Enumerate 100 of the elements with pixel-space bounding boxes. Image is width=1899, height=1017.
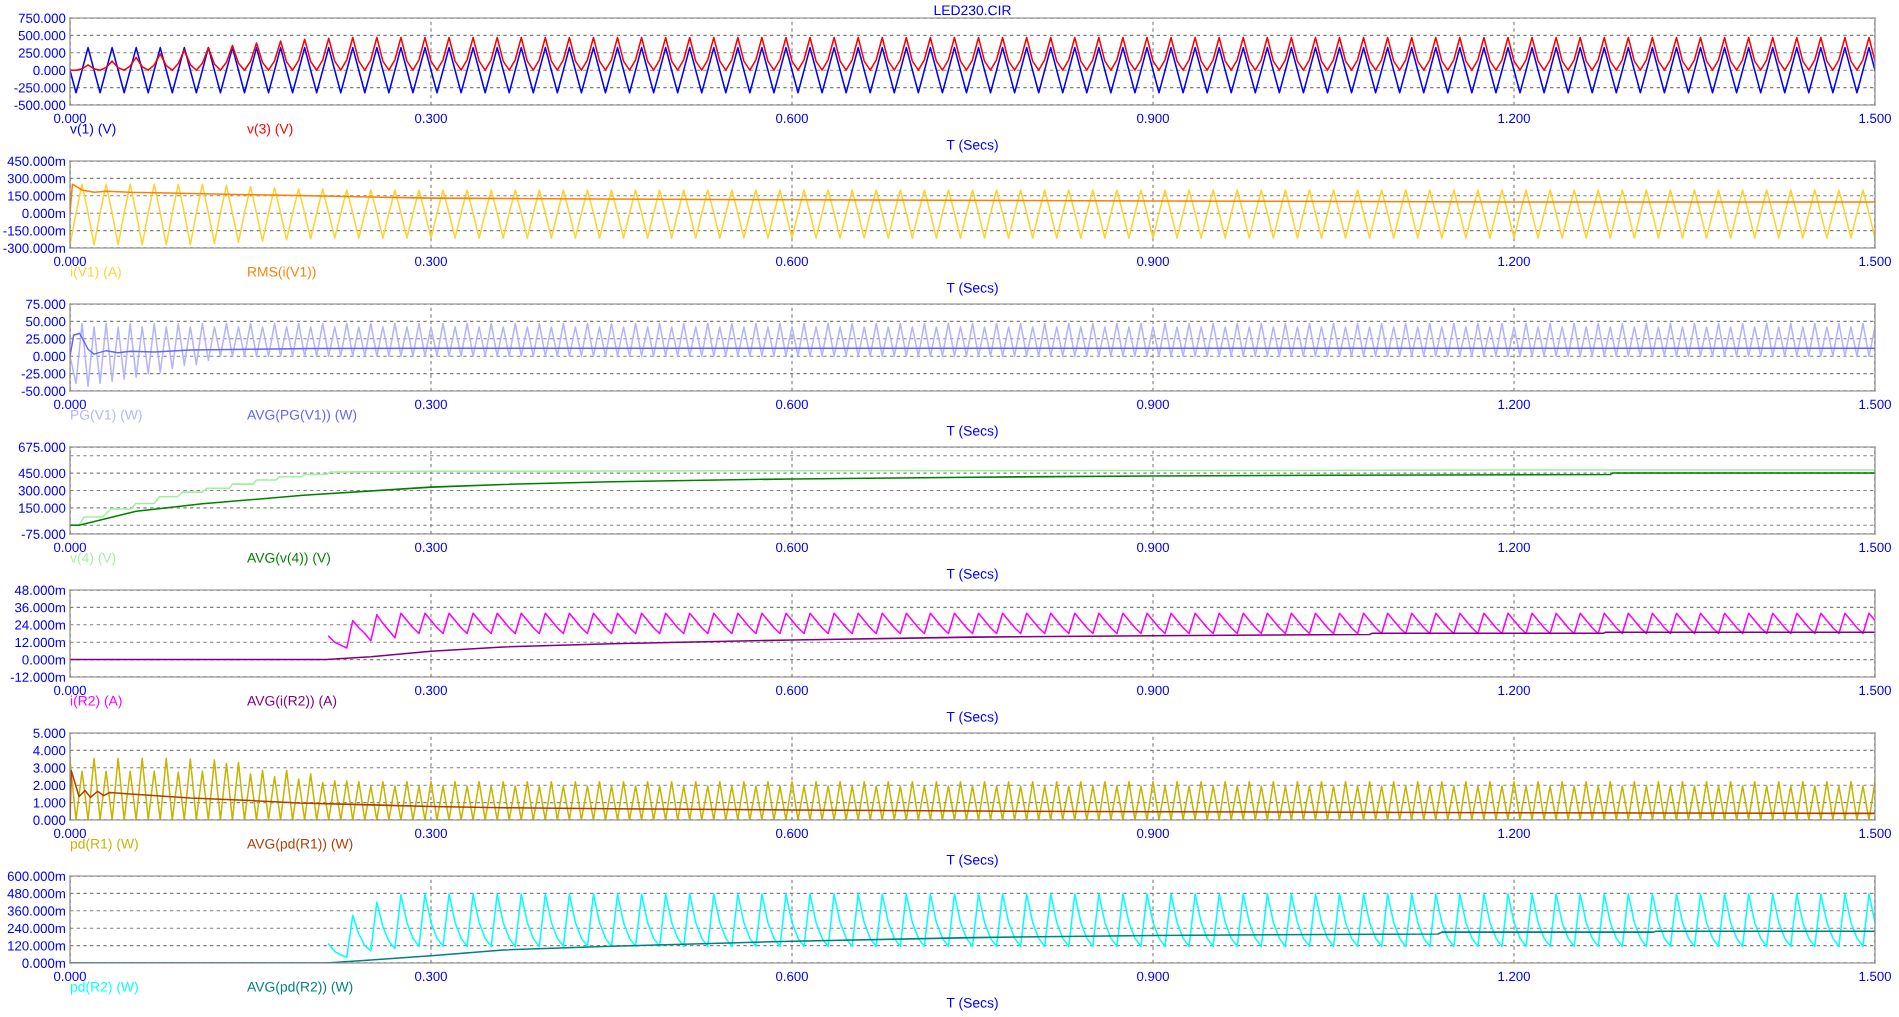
text: RMS(i(V1)) (248, 266, 316, 280)
x-tick-label: 1.500 (1859, 399, 1891, 410)
y-tick-label: 0.000 (33, 65, 66, 76)
x-axis-title: T (Secs) (946, 997, 998, 1011)
y-tick-label: -250.000 (14, 83, 66, 93)
x-tick-label: 0.600 (776, 399, 808, 410)
x-tick-label: 0.300 (415, 971, 447, 982)
y-tick-label: 675.000 (18, 442, 66, 452)
x-tick-label: 0.600 (776, 113, 808, 124)
x-axis-title: T (Secs) (946, 425, 998, 439)
x-axis-title: T (Secs) (946, 139, 998, 153)
y-tick-label: 0.000m (22, 208, 65, 219)
series-label: pd(R1) (W) (70, 838, 138, 852)
x-tick-label: 1.500 (1859, 542, 1891, 553)
x-tick-label: 0.000 (54, 828, 86, 839)
text: AVG(i(R2)) (A) (247, 695, 337, 709)
x-tick-label: 0.900 (1137, 256, 1169, 267)
series-label: PG(V1) (W) (71, 409, 142, 423)
y-tick-label: 50.000 (26, 316, 66, 327)
y-tick-label: 150.000m (8, 191, 65, 201)
y-tick-label: 2.000 (33, 780, 66, 791)
x-tick-label: 0.300 (415, 685, 447, 696)
y-tick-label: 3.000 (33, 763, 66, 773)
y-tick-label: 120.000m (8, 941, 65, 951)
y-tick-label: 300.000 (18, 486, 66, 496)
x-tick-label: 1.200 (1498, 542, 1530, 553)
chart-title: LED230.CIR (934, 5, 1011, 16)
x-tick-label: 1.500 (1859, 828, 1891, 839)
line-series (70, 332, 1875, 357)
x-tick-label: 0.600 (776, 685, 808, 696)
x-tick-label: 1.200 (1498, 685, 1530, 696)
x-tick-label: 0.300 (415, 256, 447, 267)
y-tick-label: 600.000m (7, 871, 65, 881)
x-tick-label: 1.200 (1498, 399, 1530, 410)
y-tick-label: -50.000 (21, 386, 66, 396)
y-tick-label: 0.000 (33, 351, 66, 362)
series-label: i(V1) (A) (70, 266, 121, 280)
y-tick-label: 500.000 (18, 30, 66, 41)
x-axis-title: T (Secs) (946, 568, 998, 582)
x-tick-label: 0.900 (1137, 113, 1169, 124)
x-tick-label: 1.500 (1859, 256, 1891, 267)
line-series (327, 893, 1875, 958)
x-tick-label: 1.200 (1498, 828, 1530, 839)
line-series (70, 322, 1875, 387)
x-tick-label: 0.300 (415, 542, 447, 553)
y-tick-label: 450.000m (7, 156, 65, 166)
x-tick-label: 0.600 (776, 542, 808, 553)
x-tick-label: 1.200 (1498, 971, 1530, 982)
y-tick-label: -300.000m (3, 243, 65, 253)
series-label: AVG(pd(R2)) (W) (247, 981, 353, 995)
x-tick-label: 1.500 (1859, 113, 1891, 124)
x-tick-label: 0.300 (415, 113, 447, 124)
text: v(3) (V) (247, 123, 293, 137)
y-tick-label: 12.000m (15, 637, 65, 648)
x-tick-label: 0.900 (1137, 542, 1169, 553)
y-tick-label: 480.000m (7, 888, 65, 899)
x-axis-title: T (Secs) (946, 282, 998, 296)
x-tick-label: 1.500 (1859, 685, 1891, 696)
y-tick-label: -500.000 (14, 100, 66, 110)
x-tick-label: 0.900 (1137, 828, 1169, 839)
x-tick-label: 0.000 (54, 971, 86, 982)
y-tick-label: 450.000 (18, 468, 66, 479)
text: pd(R2) (W) (70, 981, 138, 995)
y-tick-label: 24.000m (15, 620, 65, 630)
y-tick-label: 25.000 (26, 334, 66, 344)
y-tick-label: 0.000m (22, 655, 65, 665)
line-series (327, 612, 1875, 649)
x-axis-title: T (Secs) (946, 711, 998, 725)
y-tick-label: 36.000m (14, 602, 65, 613)
text: AVG(pd(R1)) (W) (247, 838, 353, 852)
y-tick-label: 250.000 (18, 48, 66, 58)
y-tick-label: 4.000 (33, 745, 66, 756)
y-tick-label: -150.000m (3, 226, 65, 236)
x-tick-label: 0.000 (54, 685, 86, 696)
x-tick-label: 0.300 (415, 828, 447, 839)
x-tick-label: 1.200 (1498, 113, 1530, 124)
y-tick-label: -12.000m (10, 672, 65, 682)
y-tick-label: 0.000m (22, 958, 65, 968)
line-series (70, 631, 1875, 661)
x-tick-label: 0.000 (54, 256, 86, 267)
y-tick-label: 240.000m (7, 923, 65, 934)
x-tick-label: 0.000 (54, 542, 86, 553)
y-tick-label: 150.000 (19, 503, 66, 513)
x-tick-label: 0.000 (54, 113, 86, 124)
text: AVG(v(4)) (V) (247, 552, 330, 566)
x-tick-label: 0.300 (415, 399, 447, 410)
text: AVG(PG(V1)) (W) (247, 409, 357, 423)
x-tick-label: 0.600 (776, 971, 808, 982)
x-tick-label: 0.600 (776, 256, 808, 267)
y-tick-label: -25.000 (21, 369, 66, 379)
y-tick-label: 48.000m (14, 585, 65, 595)
text: v(1) (V) (70, 123, 116, 137)
x-tick-label: 1.200 (1498, 256, 1530, 267)
y-tick-label: 1.000 (33, 798, 66, 808)
x-axis-title: T (Secs) (946, 854, 998, 868)
x-tick-label: 1.500 (1859, 971, 1891, 982)
y-tick-label: -75.000 (21, 529, 66, 539)
x-tick-label: 0.900 (1137, 399, 1169, 410)
y-tick-label: 5.000 (33, 728, 66, 738)
text: i(R2) (A) (70, 695, 122, 709)
